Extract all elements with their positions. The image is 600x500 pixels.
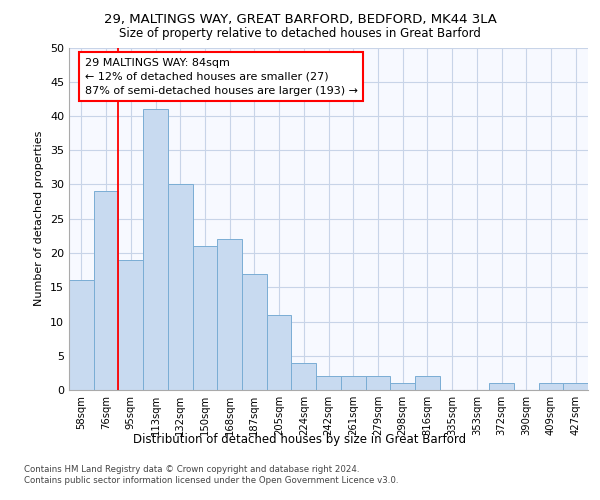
Bar (415, 376, 440, 390)
Bar (365, 376, 390, 390)
Text: 29, MALTINGS WAY, GREAT BARFORD, BEDFORD, MK44 3LA: 29, MALTINGS WAY, GREAT BARFORD, BEDFORD… (104, 12, 496, 26)
Text: Size of property relative to detached houses in Great Barford: Size of property relative to detached ho… (119, 28, 481, 40)
Bar (316, 376, 341, 390)
Bar (292, 362, 316, 390)
Y-axis label: Number of detached properties: Number of detached properties (34, 131, 44, 306)
Bar (217, 240, 242, 390)
Text: Contains public sector information licensed under the Open Government Licence v3: Contains public sector information licen… (24, 476, 398, 485)
Bar (242, 274, 267, 390)
Text: 29 MALTINGS WAY: 84sqm
← 12% of detached houses are smaller (27)
87% of semi-det: 29 MALTINGS WAY: 84sqm ← 12% of detached… (85, 58, 358, 96)
Text: Distribution of detached houses by size in Great Barford: Distribution of detached houses by size … (133, 432, 467, 446)
Bar (563, 383, 588, 390)
Bar (94, 192, 118, 390)
Bar (341, 376, 365, 390)
Bar (143, 109, 168, 390)
Bar (118, 260, 143, 390)
Text: Contains HM Land Registry data © Crown copyright and database right 2024.: Contains HM Land Registry data © Crown c… (24, 465, 359, 474)
Bar (69, 280, 94, 390)
Bar (489, 383, 514, 390)
Bar (539, 383, 563, 390)
Bar (267, 314, 292, 390)
Bar (193, 246, 217, 390)
Bar (390, 383, 415, 390)
Bar (168, 184, 193, 390)
